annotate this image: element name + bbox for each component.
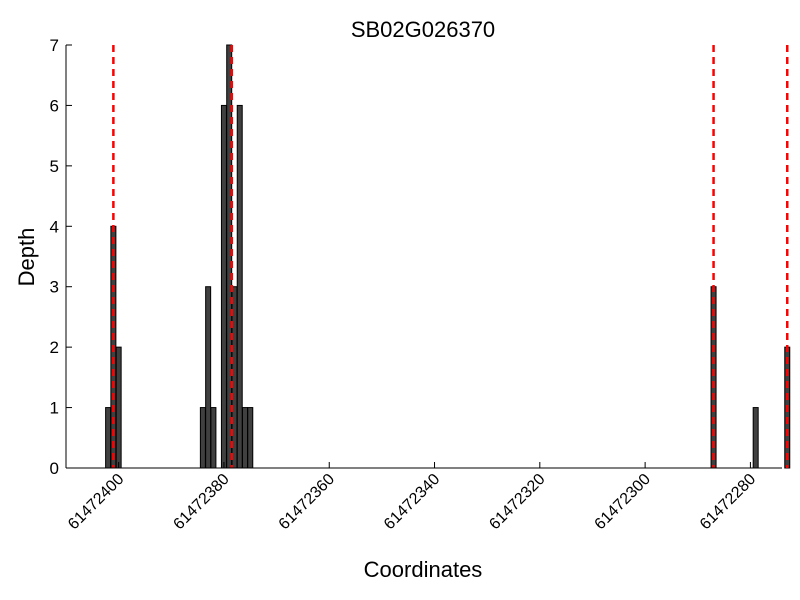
x-tick-label: 61472380 xyxy=(170,471,232,533)
y-tick-label: 4 xyxy=(50,217,59,236)
y-tick-label: 2 xyxy=(50,338,59,357)
bars-layer xyxy=(106,45,790,468)
bar xyxy=(221,105,226,468)
bar xyxy=(200,408,205,468)
bar xyxy=(106,408,111,468)
markers-layer xyxy=(113,45,787,468)
x-ticks: 61472400 61472380 61472360 61472340 61472320… xyxy=(65,462,759,533)
y-tick-label: 0 xyxy=(50,459,59,478)
x-tick-label: 61472400 xyxy=(65,471,127,533)
y-tick-label: 1 xyxy=(50,399,59,418)
x-tick-label: 61472320 xyxy=(486,471,548,533)
bar xyxy=(753,408,758,468)
y-ticks: 0 1 2 3 4 5 6 7 xyxy=(50,36,72,478)
bar xyxy=(237,105,242,468)
bar xyxy=(206,287,211,468)
bar xyxy=(243,408,248,468)
x-tick-label: 61472300 xyxy=(592,471,654,533)
chart-title: SB02G026370 xyxy=(351,17,495,42)
y-tick-label: 3 xyxy=(50,278,59,297)
y-tick-label: 5 xyxy=(50,157,59,176)
y-tick-label: 6 xyxy=(50,96,59,115)
bar xyxy=(116,347,121,468)
x-tick-label: 61472360 xyxy=(276,471,338,533)
x-tick-label: 61472280 xyxy=(697,471,759,533)
bar xyxy=(211,408,216,468)
y-tick-label: 7 xyxy=(50,36,59,55)
axes-layer xyxy=(66,45,782,468)
x-tick-label: 61472340 xyxy=(381,471,443,533)
y-axis-label: Depth xyxy=(14,228,39,287)
bar xyxy=(248,408,253,468)
x-axis-label: Coordinates xyxy=(364,557,483,582)
